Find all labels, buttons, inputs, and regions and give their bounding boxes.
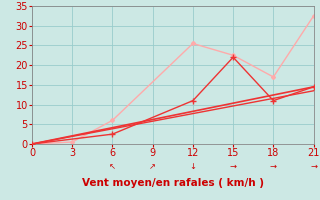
Text: ↖: ↖ [109, 162, 116, 171]
Text: ↓: ↓ [189, 162, 196, 171]
Text: →: → [310, 162, 317, 171]
Text: ↗: ↗ [149, 162, 156, 171]
X-axis label: Vent moyen/en rafales ( km/h ): Vent moyen/en rafales ( km/h ) [82, 178, 264, 188]
Text: →: → [270, 162, 277, 171]
Text: →: → [230, 162, 237, 171]
